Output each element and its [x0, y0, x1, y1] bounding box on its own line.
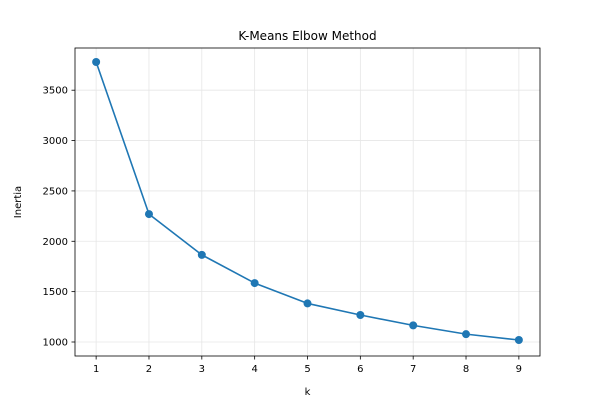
data-point [197, 250, 206, 259]
y-tick-label: 3500 [43, 86, 68, 97]
data-point [92, 58, 101, 66]
series-layer [92, 58, 523, 344]
x-tick-label: 9 [516, 364, 522, 375]
grid-lines [75, 48, 540, 356]
x-axis-label: k [305, 387, 311, 398]
y-tick-label: 1500 [43, 287, 68, 298]
x-tick-label: 8 [463, 364, 469, 375]
y-axis-ticks: 1000 1500 2000 2500 3000 3500 [43, 86, 75, 349]
x-tick-label: 4 [251, 364, 257, 375]
data-point [144, 210, 153, 219]
plot-frame [74, 47, 541, 357]
data-point [462, 330, 471, 339]
y-axis-label: Inertia [13, 186, 24, 218]
data-point [409, 321, 418, 330]
x-tick-label: 7 [410, 364, 416, 375]
chart-title: K-Means Elbow Method [238, 29, 376, 43]
x-tick-label: 2 [146, 364, 152, 375]
x-tick-label: 1 [93, 364, 99, 375]
y-tick-label: 2500 [43, 186, 68, 197]
x-axis-ticks: 1 2 3 4 5 6 7 8 9 [93, 356, 522, 375]
data-point [303, 299, 312, 308]
x-tick-label: 3 [199, 364, 205, 375]
y-tick-label: 2000 [43, 237, 68, 248]
y-tick-label: 3000 [43, 136, 68, 147]
data-point [356, 311, 365, 320]
data-point [514, 335, 523, 344]
data-point [250, 279, 259, 288]
x-tick-label: 5 [304, 364, 310, 375]
y-tick-label: 1000 [43, 338, 68, 349]
x-tick-label: 6 [357, 364, 363, 375]
